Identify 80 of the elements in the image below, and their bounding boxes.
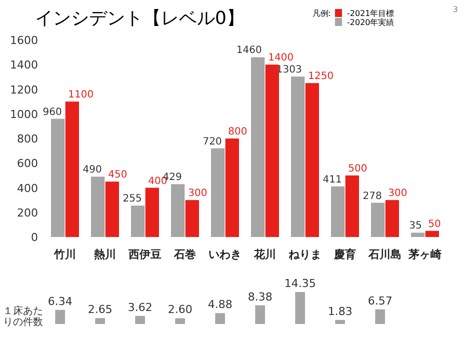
- bar: [335, 320, 345, 324]
- data-label: 35: [409, 220, 422, 232]
- bar: [55, 310, 65, 324]
- data-label: 800: [228, 126, 248, 138]
- data-label: 1100: [68, 90, 94, 101]
- data-label: 300: [188, 188, 208, 200]
- bar: [91, 176, 105, 237]
- y-tick-label: 1200: [10, 83, 38, 96]
- x-tick-label: 熱川: [93, 248, 116, 261]
- data-label: 278: [362, 190, 382, 202]
- data-label: 1400: [268, 52, 294, 64]
- bar: [135, 316, 145, 324]
- y-tick-label: 1400: [10, 58, 38, 72]
- data-label: 411: [322, 174, 342, 186]
- bar: [295, 292, 305, 324]
- data-label: 8.38: [248, 290, 272, 304]
- bar: [265, 64, 279, 237]
- chart-title: インシデント【レベル0】: [35, 8, 244, 29]
- y-tick-label: 0: [31, 231, 38, 244]
- data-label: 1460: [236, 45, 262, 56]
- bar: [385, 200, 399, 237]
- bar: [211, 148, 225, 237]
- y-axis-title: １床あたりの件数: [3, 305, 43, 328]
- y-tick-label: 200: [17, 206, 38, 220]
- y-tick-label: 1000: [10, 108, 38, 121]
- bar: [411, 232, 425, 237]
- data-label: 1.83: [328, 304, 352, 318]
- data-label: 6.57: [368, 294, 392, 308]
- bar: [345, 175, 359, 237]
- bar: [255, 305, 265, 324]
- text: 3: [452, 5, 458, 14]
- data-label: 720: [202, 136, 222, 148]
- data-label: 6.34: [48, 294, 72, 308]
- data-label: 500: [348, 163, 368, 174]
- data-label: 255: [122, 194, 142, 205]
- bar: [145, 188, 159, 237]
- data-label: 2.60: [168, 303, 192, 316]
- x-tick-label: 竹川: [53, 248, 76, 261]
- y-tick-label: 400: [17, 182, 38, 195]
- legend-title: 凡例:: [312, 9, 331, 18]
- data-label: 490: [82, 164, 102, 176]
- data-label: 1250: [308, 71, 334, 82]
- data-label: 450: [108, 170, 128, 181]
- data-label: 50: [428, 218, 441, 230]
- data-label: 2.65: [88, 303, 112, 316]
- bar: [65, 102, 79, 237]
- data-label: 14.35: [284, 277, 316, 290]
- x-tick-label: いわき: [208, 248, 242, 261]
- y-tick-label: 1600: [10, 34, 38, 47]
- bar: [185, 200, 199, 237]
- bar: [215, 313, 225, 324]
- y-tick-label: 800: [17, 132, 38, 146]
- bar: [375, 309, 385, 324]
- x-tick-label: ねりま: [288, 248, 322, 261]
- bar: [175, 318, 185, 324]
- x-tick-label: 慶育: [333, 248, 356, 261]
- bar: [291, 76, 305, 237]
- x-tick-label: 花川: [253, 248, 276, 261]
- legend-label: -2020年実績: [347, 18, 394, 27]
- bar: [51, 118, 65, 237]
- data-label: 960: [42, 106, 62, 118]
- bar: [131, 206, 145, 237]
- bar: [105, 182, 119, 237]
- x-tick-label: 石川島: [368, 248, 402, 261]
- x-tick-label: 石巻: [173, 248, 196, 261]
- data-label: 3.62: [128, 300, 152, 314]
- x-tick-label: 茅ヶ崎: [408, 248, 442, 261]
- bar: [425, 230, 439, 237]
- legend-label: -2021年目標: [347, 9, 394, 18]
- data-label: 300: [388, 188, 408, 200]
- bar: [225, 138, 239, 237]
- data-label: 4.88: [208, 298, 232, 312]
- bar: [251, 57, 265, 237]
- bar: [305, 83, 319, 237]
- bar: [371, 202, 385, 237]
- bar: [95, 318, 105, 324]
- bar: [331, 186, 345, 237]
- x-tick-label: 西伊豆: [128, 248, 162, 261]
- y-tick-label: 600: [17, 157, 38, 170]
- bar: [171, 184, 185, 237]
